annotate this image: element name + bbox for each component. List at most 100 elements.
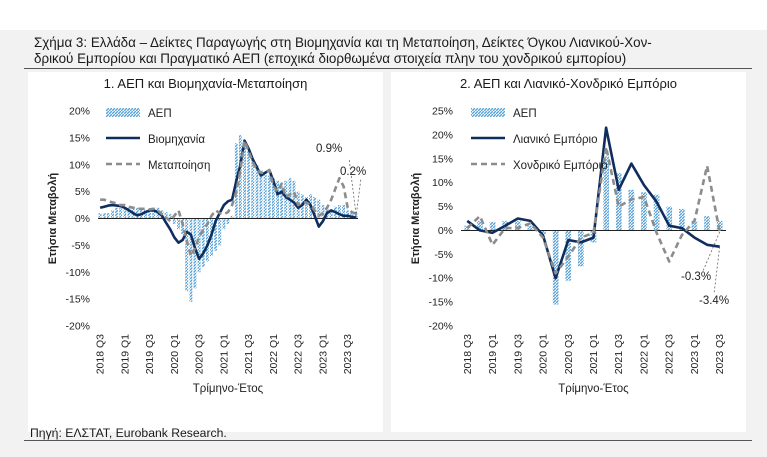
gdp-bar bbox=[337, 205, 341, 219]
gdp-bar bbox=[102, 213, 106, 219]
gdp-bar bbox=[123, 207, 127, 219]
gdp-bar bbox=[292, 180, 296, 219]
gdp-bar bbox=[148, 208, 152, 219]
gdp-bar bbox=[489, 221, 496, 231]
gdp-bar bbox=[276, 180, 279, 219]
y-tick-label: -10% bbox=[65, 267, 90, 279]
x-tick-label: 2022 Q3 bbox=[293, 334, 305, 374]
chart-plot-gdp-trade: -20% -15% -10% -5% 0% 5% 10% 15% 20% 25% Ετήσια Με… bbox=[410, 106, 729, 396]
gdp-bar bbox=[321, 205, 325, 219]
gdp-bar bbox=[477, 220, 483, 231]
annotation-leader bbox=[702, 231, 721, 272]
y-tick-label: 15% bbox=[432, 153, 453, 165]
x-tick-label: 2023 Q1 bbox=[689, 334, 701, 374]
gdp-bar bbox=[527, 225, 534, 231]
gdp-bar bbox=[226, 218, 230, 224]
gdp-bar bbox=[603, 156, 609, 231]
gdp-bar bbox=[181, 218, 185, 235]
y-tick-label: 20% bbox=[432, 129, 453, 141]
series-line-dashed bbox=[466, 145, 721, 275]
chart-plot-gdp-industry: -20% -15% -10% -5% 0% 5% 10% 15% 20% Ετήσια Μεταβ… bbox=[47, 106, 366, 396]
x-tick-label: 2020 Q1 bbox=[538, 334, 550, 374]
gdp-bar bbox=[628, 189, 635, 231]
y-tick-label: -10% bbox=[428, 273, 453, 285]
gdp-bar bbox=[267, 175, 271, 219]
x-tick-label: 2022 Q1 bbox=[268, 334, 280, 374]
gdp-bar bbox=[218, 218, 222, 246]
x-tick-label: 2023 Q1 bbox=[317, 334, 329, 374]
gdp-bar bbox=[197, 218, 201, 273]
legend-label: ΑΕΠ bbox=[513, 108, 537, 120]
gdp-bar bbox=[678, 208, 685, 231]
annotation-label: -3.4% bbox=[699, 295, 729, 307]
figure-title: Σχήμα 3: Ελλάδα – Δείκτες Παραγωγής στη … bbox=[34, 35, 652, 66]
gdp-bar bbox=[578, 230, 584, 267]
gdp-bar bbox=[641, 192, 647, 231]
gdp-bar bbox=[168, 214, 172, 219]
series-line-solid bbox=[466, 126, 720, 280]
y-tick-label: 5% bbox=[75, 186, 90, 198]
y-tick-label: 20% bbox=[69, 106, 90, 118]
y-tick-label: -20% bbox=[65, 321, 90, 333]
gdp-bar bbox=[329, 210, 333, 219]
legend-label: ΑΕΠ bbox=[148, 108, 172, 120]
x-tick-label: 2020 Q3 bbox=[563, 334, 575, 374]
annotation-leader bbox=[348, 157, 357, 214]
x-tick-label: 2021 Q3 bbox=[243, 334, 255, 374]
y-tick-label: -15% bbox=[65, 294, 90, 306]
gdp-bar bbox=[243, 143, 246, 219]
gdp-bar bbox=[259, 170, 263, 219]
gdp-bar bbox=[255, 164, 259, 219]
y-axis-label: Ετήσια Μεταβολή bbox=[410, 173, 422, 265]
gdp-bar bbox=[691, 220, 698, 231]
legend-label: Μεταποίηση bbox=[148, 160, 210, 172]
legend-swatch-gdp bbox=[471, 108, 505, 117]
annotation-leader bbox=[355, 177, 362, 218]
gdp-bar bbox=[317, 199, 321, 219]
gdp-bar bbox=[205, 218, 209, 262]
y-tick-label: 10% bbox=[69, 159, 90, 171]
gdp-bar bbox=[342, 205, 345, 219]
gdp-bar bbox=[247, 151, 251, 219]
gdp-bar bbox=[666, 206, 673, 231]
source-note: Πηγή: ΕΛΣΤΑΤ, Eurobank Research. bbox=[30, 426, 227, 440]
gdp-bar bbox=[230, 215, 234, 219]
gdp-bar bbox=[346, 210, 350, 219]
y-tick-label: 0% bbox=[75, 213, 90, 225]
gdp-bar bbox=[222, 218, 226, 230]
annotation-label: -0.3% bbox=[681, 271, 711, 283]
gdp-bar bbox=[552, 230, 559, 305]
gdp-bar bbox=[214, 218, 218, 251]
x-tick-label: 2022 Q1 bbox=[638, 334, 650, 374]
gdp-bar bbox=[106, 213, 110, 219]
x-tick-label: 2021 Q1 bbox=[588, 334, 600, 374]
gdp-bar bbox=[164, 212, 168, 219]
gdp-bar bbox=[115, 207, 119, 219]
gdp-bar bbox=[189, 218, 193, 302]
y-tick-label: -5% bbox=[71, 240, 90, 252]
gdp-bar bbox=[304, 197, 308, 219]
y-tick-label: 10% bbox=[432, 177, 453, 189]
y-axis-label: Ετήσια Μεταβολή bbox=[47, 173, 59, 265]
gdp-bar bbox=[514, 220, 521, 231]
x-tick-label: 2023 Q3 bbox=[714, 334, 726, 374]
source-rule bbox=[24, 440, 752, 441]
x-tick-label: 2018 Q3 bbox=[95, 334, 107, 374]
chart-panel-gdp-industry: 1. ΑΕΠ και Βιομηχανία-Μεταποίηση -20% -15… bbox=[28, 72, 383, 432]
x-tick-label: 2019 Q1 bbox=[487, 334, 499, 374]
y-tick-label: 25% bbox=[432, 106, 453, 118]
legend-label: Λιανικό Εμπόριο bbox=[513, 134, 598, 146]
x-tick-label: 2020 Q3 bbox=[194, 334, 206, 374]
y-tick-label: 5% bbox=[438, 201, 453, 213]
gdp-bar bbox=[540, 230, 546, 235]
gdp-bar bbox=[653, 194, 660, 231]
gdp-bar bbox=[284, 180, 288, 219]
y-tick-label: -5% bbox=[434, 249, 453, 261]
gdp-bar bbox=[704, 216, 710, 231]
legend-swatch-gdp bbox=[106, 108, 140, 117]
gdp-bar bbox=[263, 172, 267, 219]
gdp-bar bbox=[350, 212, 354, 219]
x-axis-label: Τρίμηνο-Έτος bbox=[558, 383, 629, 395]
gdp-bar bbox=[98, 213, 102, 219]
x-axis-label: Τρίμηνο-Έτος bbox=[193, 383, 264, 395]
